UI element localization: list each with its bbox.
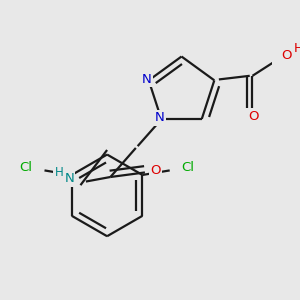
Text: Cl: Cl [20,161,33,174]
Text: N: N [154,112,164,124]
Text: O: O [248,110,259,123]
Text: O: O [151,164,161,177]
Text: H: H [55,166,63,179]
Text: N: N [142,73,152,86]
Text: O: O [281,49,292,62]
Text: Cl: Cl [182,161,194,174]
Text: H: H [294,42,300,55]
Text: N: N [64,172,74,185]
